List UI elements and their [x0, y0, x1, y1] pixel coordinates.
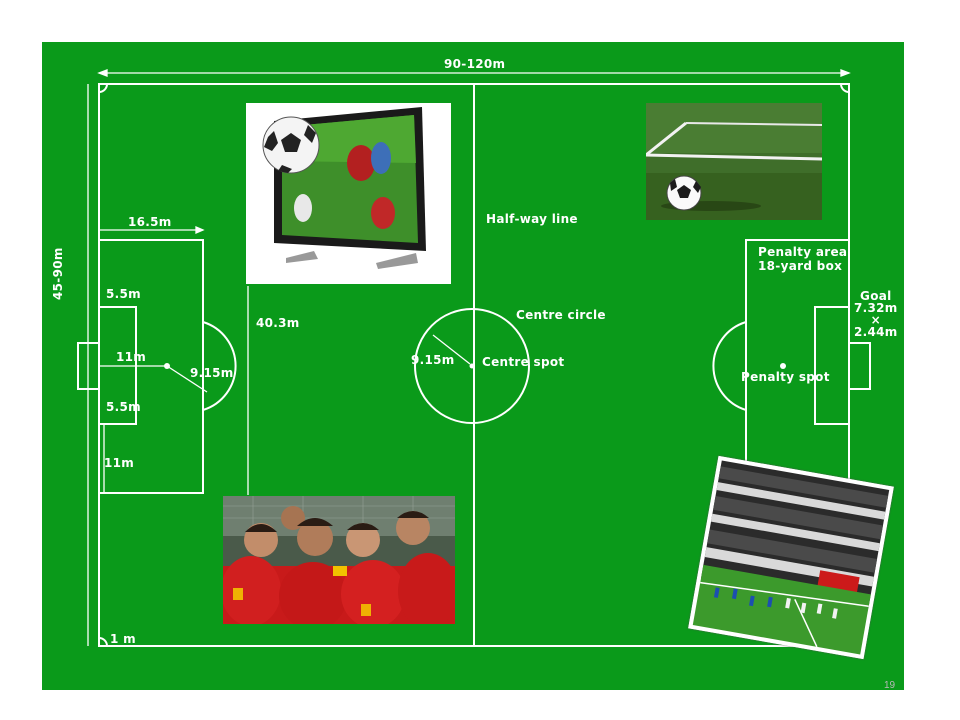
tv-soccer-photo [246, 103, 451, 284]
box-width-label: 16.5m [128, 215, 172, 229]
box-depth-label: 40.3m [256, 316, 300, 330]
pitch-width-label: 45-90m [51, 247, 65, 300]
penalty-distance-label: 11m [116, 350, 147, 364]
centre-circle-label: Centre circle [516, 308, 606, 322]
left-11m-label: 11m [104, 456, 135, 470]
arc-radius-label: 9.15m [190, 366, 234, 380]
half-way-line-label: Half-way line [486, 212, 578, 226]
page-number: 19 [884, 680, 896, 691]
penalty-spot-label: Penalty spot [741, 370, 830, 384]
ball-on-grass-photo [646, 103, 822, 220]
goal-area-lower-label: 5.5m [106, 400, 141, 414]
goal-label: Goal 7.32m × 2.44m [854, 289, 898, 339]
pitch-length-label: 90-120m [444, 57, 506, 71]
corner-label: 1 m [110, 632, 136, 646]
penalty-area-label: Penalty area 18-yard box [758, 245, 848, 273]
goal-area-label: 5.5m [106, 287, 141, 301]
centre-radius-label: 9.15m [411, 353, 455, 367]
team-celebration-photo [223, 496, 455, 624]
centre-spot-label: Centre spot [482, 355, 565, 369]
stadium-game-photo [688, 455, 894, 660]
